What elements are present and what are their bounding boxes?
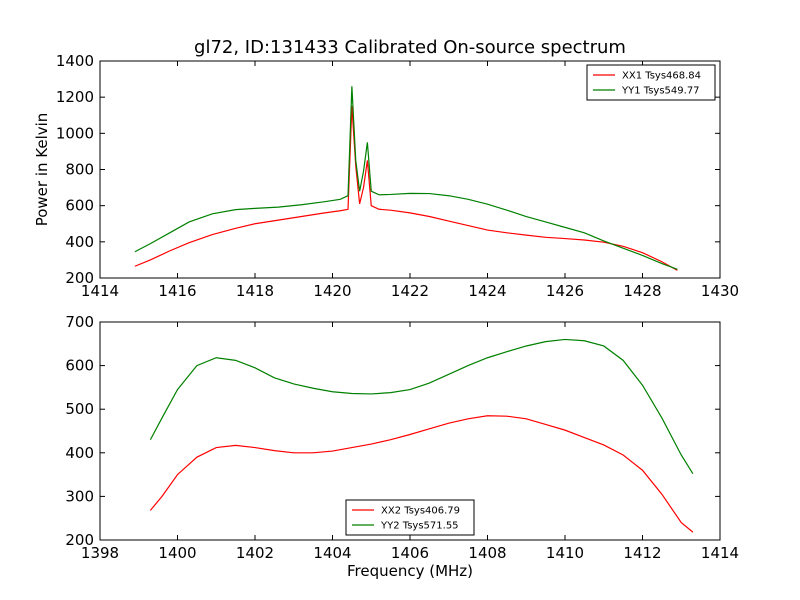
bottom-legend-label-1: XX2 Tsys406.79: [381, 506, 460, 517]
top-x-tick-label: 1420: [313, 282, 351, 300]
top-x-tick-label: 1428: [623, 282, 661, 300]
bottom-y-tick-label: 400: [65, 444, 94, 462]
bottom-x-tick-label: 1410: [546, 544, 584, 562]
top-legend-box: [586, 64, 716, 101]
bottom-y-tick-label: 200: [65, 531, 94, 549]
top-plot: 1414 1416 1418 1420 1422 1424 1426 1428 1430 200 4…: [33, 52, 739, 300]
bottom-x-tick-label: 1414: [701, 544, 739, 562]
figure-title: gl72, ID:131433 Calibrated On-source spe…: [194, 37, 626, 58]
bottom-y-tick-label: 300: [65, 487, 94, 505]
bottom-x-tick-label: 1402: [236, 544, 274, 562]
top-x-tick-label: 1418: [236, 282, 274, 300]
top-y-tick-label: 1400: [56, 52, 94, 70]
bottom-legend-label-2: YY2 Tsys571.55: [380, 521, 459, 532]
bottom-x-tick-label: 1404: [313, 544, 351, 562]
top-x-tick-label: 1416: [158, 282, 196, 300]
bottom-legend-box: [345, 499, 475, 536]
top-x-tick-label: 1414: [81, 282, 119, 300]
bottom-series-line-2: [149, 338, 694, 475]
bottom-x-tick-label: 1412: [623, 544, 661, 562]
top-series-line-1: [134, 106, 678, 271]
top-y-tick-label: 400: [65, 233, 94, 251]
bottom-series-line-1: [149, 415, 694, 533]
top-y-axis-label: Power in Kelvin: [33, 113, 51, 227]
top-x-tick-label: 1430: [701, 282, 739, 300]
bottom-plot: 1398 1400 1402 1404 1406 1408 1410 1412 1414 200 3…: [65, 313, 739, 580]
top-x-tick-label: 1422: [391, 282, 429, 300]
top-legend: XX1 Tsys468.84 YY1 Tsys549.77: [586, 64, 716, 101]
bottom-x-tick-label: 1406: [391, 544, 429, 562]
bottom-x-tick-label: 1398: [81, 544, 119, 562]
top-y-tick-label: 600: [65, 197, 94, 215]
top-series-line-2: [134, 86, 678, 270]
bottom-y-tick-label: 500: [65, 400, 94, 418]
top-y-tick-label: 800: [65, 161, 94, 179]
top-y-tick-label: 200: [65, 269, 94, 287]
top-y-tick-label: 1200: [56, 88, 94, 106]
bottom-y-tick-label: 600: [65, 357, 94, 375]
top-x-tick-label: 1424: [468, 282, 506, 300]
bottom-legend: XX2 Tsys406.79 YY2 Tsys571.55: [345, 499, 475, 536]
top-legend-label-2: YY1 Tsys549.77: [621, 86, 700, 97]
top-y-tick-label: 1000: [56, 124, 94, 142]
bottom-x-tick-label: 1400: [158, 544, 196, 562]
bottom-y-tick-label: 700: [65, 313, 94, 331]
bottom-x-axis-label: Frequency (MHz): [347, 562, 473, 580]
top-legend-label-1: XX1 Tsys468.84: [622, 71, 701, 82]
top-x-tick-label: 1426: [546, 282, 584, 300]
bottom-x-tick-label: 1408: [468, 544, 506, 562]
